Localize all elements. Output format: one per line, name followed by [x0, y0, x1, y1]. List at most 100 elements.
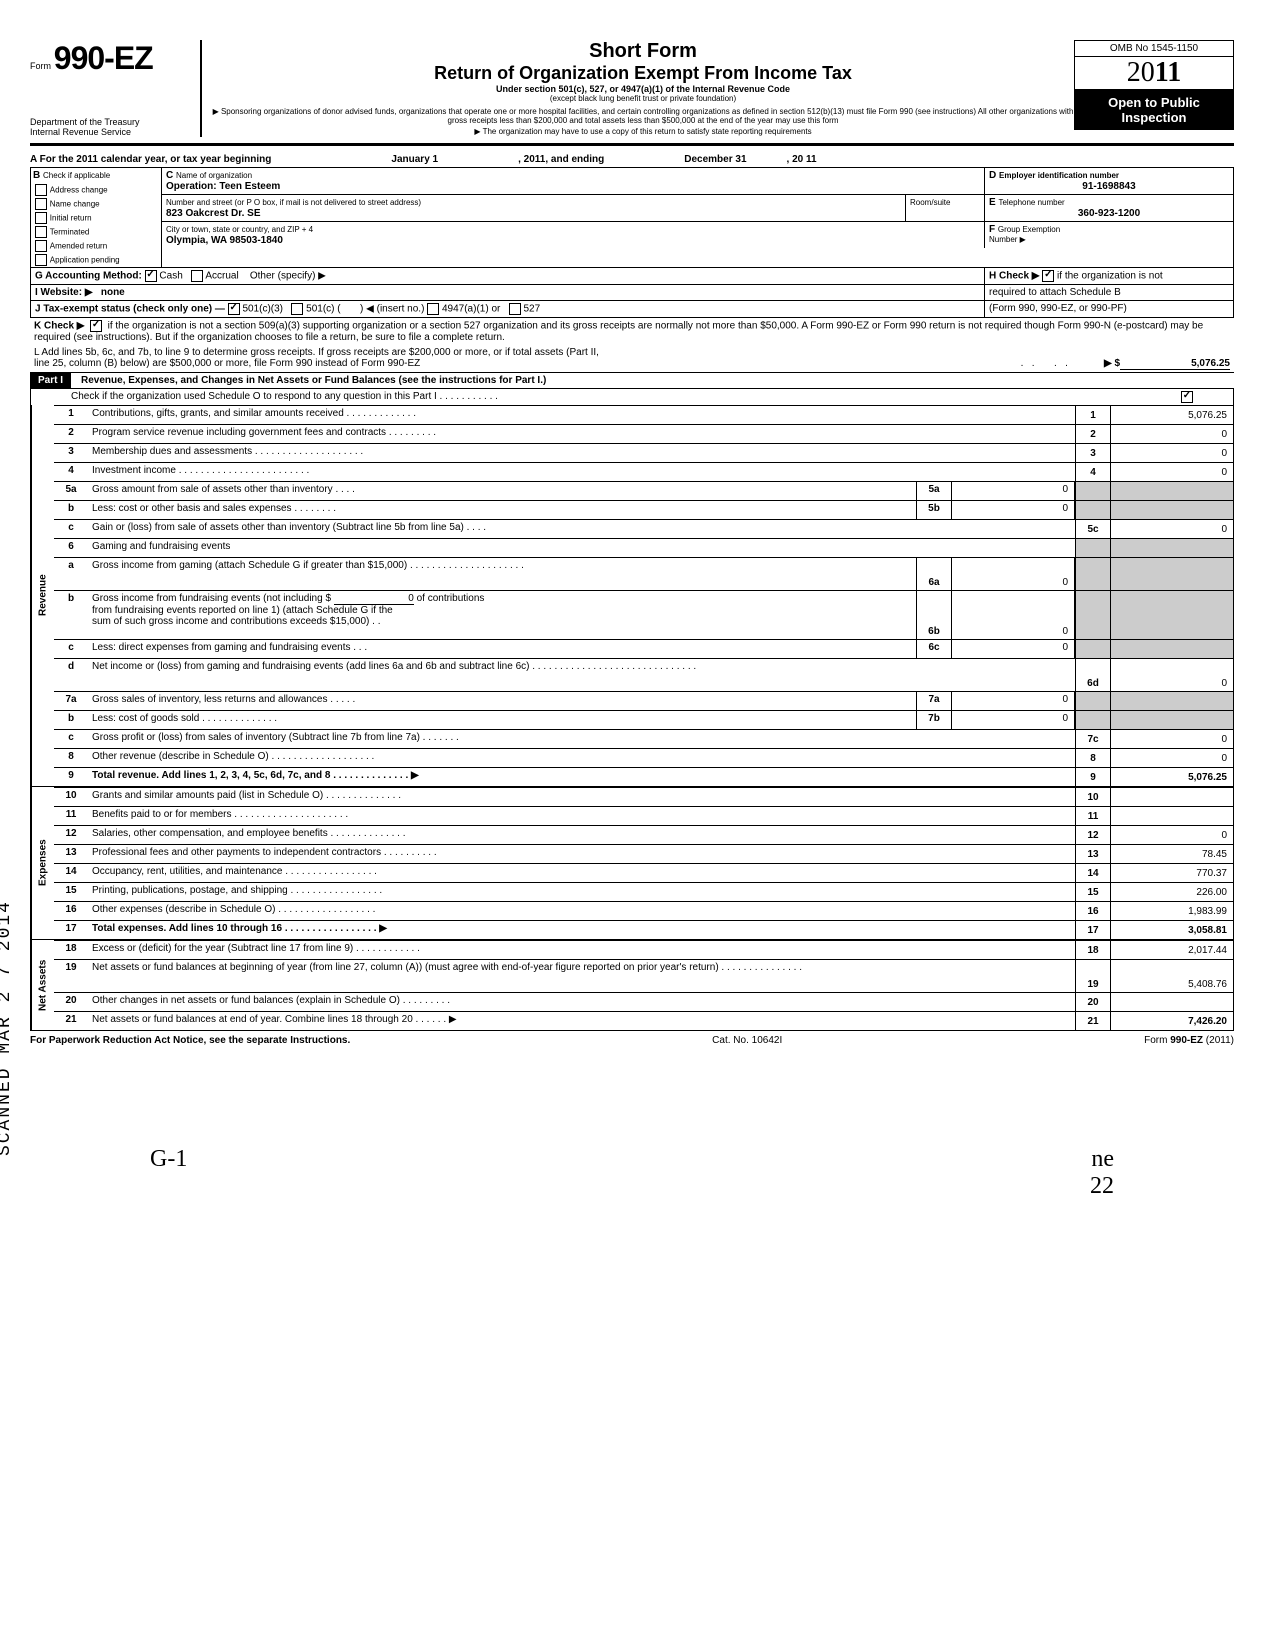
section-bf: B Check if applicable Address change Nam… [30, 167, 1234, 268]
l19-a: 5,408.76 [1111, 960, 1233, 992]
l9-a: 5,076.25 [1111, 768, 1233, 786]
b-item-0: Address change [50, 186, 108, 195]
year-suffix: 11 [1155, 57, 1181, 88]
cb-501c3[interactable]: ✓ [228, 303, 240, 315]
cb-sched-o[interactable]: ✓ [1181, 391, 1193, 403]
line-a-end: December 31 [684, 154, 746, 165]
b-check-if: Check if applicable [43, 171, 110, 180]
l-arrow: ▶ $ [1104, 358, 1120, 370]
c-name-label: Name of organization [176, 171, 252, 180]
g-accrual: Accrual [205, 271, 238, 282]
cb-cash[interactable]: ✓ [145, 270, 157, 282]
l7c-d: Gross profit or (loss) from sales of inv… [88, 730, 1075, 748]
cb-amended[interactable] [35, 240, 47, 252]
l6a-ia: 0 [952, 558, 1075, 590]
copy-note: ▶ The organization may have to use a cop… [212, 127, 1074, 136]
cb-name[interactable] [35, 198, 47, 210]
l14-d: Occupancy, rent, utilities, and maintena… [88, 864, 1075, 882]
j-501c: 501(c) ( [306, 304, 340, 315]
b-item-2: Initial return [50, 214, 92, 223]
b-item-4: Amended return [50, 242, 107, 251]
open-to-public: Open to Public [1079, 95, 1229, 110]
l6-d: Gaming and fundraising events [88, 539, 1075, 557]
l7c-a: 0 [1111, 730, 1233, 748]
except-note: (except black lung benefit trust or priv… [212, 94, 1074, 103]
l7a-n: 7a [54, 692, 88, 710]
l21-n: 21 [54, 1012, 88, 1030]
l1-r: 1 [1075, 406, 1111, 424]
b-item-3: Terminated [50, 228, 90, 237]
l9-d: Total revenue. Add lines 1, 2, 3, 4, 5c,… [92, 770, 419, 781]
l-amt: 5,076.25 [1120, 358, 1230, 370]
l11-n: 11 [54, 807, 88, 825]
l18-d: Excess or (deficit) for the year (Subtra… [88, 941, 1075, 959]
l3-r: 3 [1075, 444, 1111, 462]
cb-accrual[interactable] [191, 270, 203, 282]
netassets-section: Net Assets 18Excess or (deficit) for the… [30, 940, 1234, 1031]
l8-a: 0 [1111, 749, 1233, 767]
cb-address[interactable] [35, 184, 47, 196]
side-netassets: Net Assets [31, 940, 54, 1030]
l6-n: 6 [54, 539, 88, 557]
l18-n: 18 [54, 941, 88, 959]
l5b-ir: 5b [916, 501, 952, 519]
i-label: I Website: ▶ [35, 287, 93, 298]
b-item-1: Name change [50, 200, 100, 209]
cb-k[interactable]: ✓ [90, 320, 102, 332]
l14-r: 14 [1075, 864, 1111, 882]
l4-r: 4 [1075, 463, 1111, 481]
l5a-ia: 0 [952, 482, 1075, 500]
l8-n: 8 [54, 749, 88, 767]
l14-n: 14 [54, 864, 88, 882]
l20-d: Other changes in net assets or fund bala… [88, 993, 1075, 1011]
l7a-ia: 0 [952, 692, 1075, 710]
l6c-n: c [54, 640, 88, 658]
cb-terminated[interactable] [35, 226, 47, 238]
l6c-ia: 0 [952, 640, 1075, 658]
l5b-ia: 0 [952, 501, 1075, 519]
city-label: City or town, state or country, and ZIP … [166, 225, 313, 234]
tel-value: 360-923-1200 [989, 208, 1229, 219]
j-4947: 4947(a)(1) or [442, 304, 500, 315]
cb-501c[interactable] [291, 303, 303, 315]
cb-pending[interactable] [35, 254, 47, 266]
l10-a [1111, 788, 1233, 806]
j-527: 527 [523, 304, 540, 315]
l6a-d: Gross income from gaming (attach Schedul… [88, 558, 916, 590]
l7b-n: b [54, 711, 88, 729]
short-form-title: Short Form [212, 40, 1074, 63]
hand-right-bot: 22 [1090, 1173, 1114, 1199]
l13-a: 78.45 [1111, 845, 1233, 863]
l19-n: 19 [54, 960, 88, 992]
l20-r: 20 [1075, 993, 1111, 1011]
g-label: G Accounting Method: [35, 271, 142, 282]
part1-title: Revenue, Expenses, and Changes in Net As… [81, 375, 546, 386]
side-revenue: Revenue [31, 405, 54, 786]
l2-r: 2 [1075, 425, 1111, 443]
side-expenses: Expenses [31, 787, 54, 939]
cb-initial[interactable] [35, 212, 47, 224]
h-label: H Check ▶ [989, 271, 1039, 282]
cb-4947[interactable] [427, 303, 439, 315]
l5a-ir: 5a [916, 482, 952, 500]
scanned-stamp: SCANNED MAR 2 7 2014 [0, 900, 15, 1156]
h-text2: required to attach Schedule B [984, 285, 1233, 300]
c-label: C [166, 170, 173, 181]
k-label: K Check ▶ [34, 321, 84, 332]
line-a-prefix: A For the 2011 calendar year, or tax yea… [30, 154, 271, 165]
cb-527[interactable] [509, 303, 521, 315]
l15-d: Printing, publications, postage, and shi… [88, 883, 1075, 901]
city-value: Olympia, WA 98503-1840 [166, 235, 980, 246]
tel-label: Telephone number [998, 198, 1064, 207]
line-a-begin: January 1 [391, 154, 438, 165]
l21-a: 7,426.20 [1111, 1012, 1233, 1030]
cb-h[interactable]: ✓ [1042, 270, 1054, 282]
l20-n: 20 [54, 993, 88, 1011]
omb-number: OMB No 1545-1150 [1074, 40, 1234, 57]
l7a-ir: 7a [916, 692, 952, 710]
l6b-ir: 6b [916, 591, 952, 639]
l19-d: Net assets or fund balances at beginning… [88, 960, 1075, 992]
part1-sched-o: Check if the organization used Schedule … [71, 391, 1181, 403]
l6a-ir: 6a [916, 558, 952, 590]
e-label: E [989, 197, 996, 208]
